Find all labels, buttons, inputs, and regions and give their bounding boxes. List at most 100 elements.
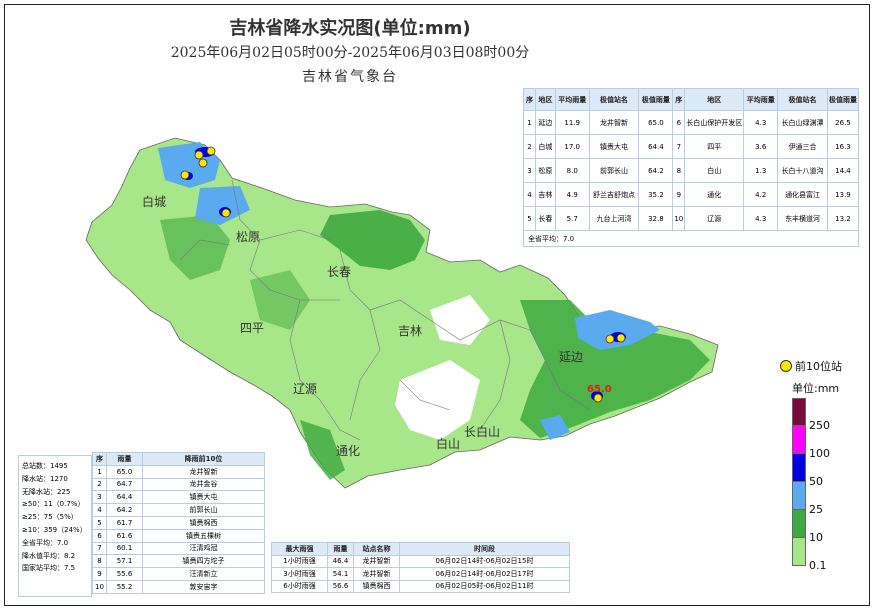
top10-station-marker	[616, 333, 626, 343]
table-row: 2 白城 17.0 镇赉大屯 64.4 7 四平 3.6 伊通三合 16.3	[523, 134, 860, 159]
legend-level-label: 250	[809, 419, 830, 432]
table-header-row: 序 雨量 降雨前10位	[92, 452, 265, 466]
table-cell: 长白山保护开发区	[684, 110, 745, 135]
table-cell: 57.1	[106, 554, 143, 569]
top10-dot-icon	[780, 360, 792, 372]
table-cell: 3.6	[743, 134, 779, 159]
legend-top10: 前10位站	[780, 358, 842, 374]
table-cell: 54.1	[327, 567, 354, 581]
table-cell: 九台上河湾	[588, 206, 640, 231]
city-label-jilin: 吉林	[398, 324, 422, 338]
col-header: 雨量	[106, 452, 143, 466]
time-period: 2025年06月02日05时00分-2025年06月03日08时00分	[170, 45, 530, 61]
table-cell: 10	[92, 579, 107, 594]
table-cell: 64.2	[638, 158, 674, 183]
stat-line: ≥10：359（24%）	[22, 525, 87, 534]
table-cell: 镇赉四方坨子	[142, 554, 265, 569]
table-cell: 延边	[534, 110, 556, 135]
table-row: 6小时雨强 56.6 镇赉棉西 06月02日05时-06月02日11时	[271, 579, 570, 593]
table-cell: 3	[523, 158, 536, 183]
table-cell: 10	[672, 206, 686, 231]
station-stats-box: 总站数：1495 降水站：1270 无降水站：225 ≥50：11（0.7%） …	[18, 455, 92, 597]
col-header: 序	[523, 88, 536, 111]
table-cell: 17.0	[554, 134, 590, 159]
city-label-songyuan: 松原	[236, 230, 260, 244]
city-label-yanbian: 延边	[559, 350, 583, 364]
no-rain-area-b	[395, 360, 480, 440]
table-cell: 65.0	[638, 110, 674, 135]
table-cell: 35.2	[638, 182, 674, 207]
legend-level-label: 25	[809, 503, 823, 516]
table-row: 3 松原 8.0 前郭长山 64.2 8 白山 1.3 长白十八道沟 14.4	[523, 158, 860, 183]
table-cell: 5	[523, 206, 536, 231]
table-cell: 06月02日05时-06月02日11时	[399, 579, 570, 593]
table-cell: 4.2	[743, 182, 779, 207]
legend-level-label: 10	[809, 531, 823, 544]
table-cell: 16.3	[826, 134, 860, 159]
table-cell: 32.8	[638, 206, 674, 231]
table-cell: 9	[672, 182, 686, 207]
table-row: 4 64.2 前郭长山	[92, 503, 265, 517]
table-row: 5 长春 5.7 九台上河湾 32.8 10 辽源 4.3 东丰横道河 13.2	[523, 206, 860, 231]
city-label-siping: 四平	[240, 321, 264, 335]
table-cell: 四平	[684, 134, 745, 159]
table-cell: 13.9	[826, 182, 860, 207]
legend-swatch	[792, 538, 806, 566]
table-cell: 镇赉棉西	[353, 579, 400, 593]
table-cell: 舒兰吉舒炮点	[588, 182, 640, 207]
table-cell: 56.6	[327, 579, 354, 593]
col-header: 站点名称	[353, 542, 400, 556]
table-row: 9 55.6 汪清新立	[92, 567, 265, 581]
map-title: 吉林省降水实况图(单位:mm)	[229, 18, 471, 39]
table-cell: 长春	[534, 206, 556, 231]
table-cell: 55.6	[106, 567, 143, 581]
table-row: 3小时雨强 54.1 龙井智新 06月02日14时-06月02日17时	[271, 567, 570, 581]
table-cell: 吉林	[534, 182, 556, 207]
table-cell: 长白山绿渊潭	[777, 110, 828, 135]
top10-table: 序 雨量 降雨前10位 1 65.0 龙井智新 2 64.7 龙井金谷 3 64.4 镇赉大屯 4…	[92, 452, 265, 594]
table-row: 4 吉林 4.9 舒兰吉舒炮点 35.2 9 通化 4.2 通化县富江 13.9	[523, 182, 860, 207]
table-row: 1 延边 11.9 龙井智新 65.0 6 长白山保护开发区 4.3 长白山绿渊潭 26.5	[523, 110, 860, 135]
table-cell: 4	[523, 182, 536, 207]
col-header: 平均雨量	[743, 88, 779, 111]
table-cell: 辽源	[684, 206, 745, 231]
table-cell: 4.3	[743, 110, 779, 135]
table-cell: 6小时雨强	[271, 579, 328, 593]
legend-top10-label: 前10位站	[795, 360, 842, 373]
table-header-row: 序 地区 平均雨量 极值站名 极值雨量 序 地区 平均雨量 极值站名 极值雨量	[523, 88, 860, 111]
table-cell: 06月02日14时-06月02日15时	[399, 554, 570, 568]
rain-area-25-50-d	[540, 415, 570, 440]
table-cell: 2	[523, 134, 536, 159]
legend-swatch	[792, 398, 806, 426]
city-label-baishan: 白山	[436, 436, 460, 451]
max-value-label: 65.0	[587, 384, 612, 395]
table-cell: 镇赉大屯	[588, 134, 640, 159]
top10-station-marker	[605, 334, 615, 344]
table-cell: 5.7	[554, 206, 590, 231]
table-cell: 松原	[534, 158, 556, 183]
table-cell: 东丰横道河	[777, 206, 828, 231]
legend-level-label: 50	[809, 475, 823, 488]
table-cell: 敦安宙字	[142, 579, 265, 594]
table-cell: 通化县富江	[777, 182, 828, 207]
table-cell: 龙井智新	[142, 464, 265, 479]
table-header-row: 最大雨强 雨量 站点名称 时间段	[271, 542, 570, 556]
agency-name: 吉林省气象台	[302, 69, 398, 85]
top10-station-markers	[180, 146, 626, 403]
table-cell: 白山	[684, 158, 745, 183]
rain-area-10-25-c	[160, 215, 230, 280]
city-label-changbaishan: 长白山	[464, 424, 500, 439]
rain-area-10-25-a	[320, 210, 425, 270]
table-cell: 11.9	[554, 110, 590, 135]
table-cell: 镇赉大屯	[142, 490, 265, 505]
legend-swatch	[792, 482, 806, 510]
table-cell: 61.6	[106, 528, 143, 543]
table-cell: 64.4	[638, 134, 674, 159]
table-row: 10 55.2 敦安宙字	[92, 579, 265, 594]
table-cell: 伊通三合	[777, 134, 828, 159]
table-cell: 65.0	[106, 464, 143, 479]
col-header: 序	[672, 88, 686, 111]
legend-level-label: 0.1	[809, 559, 827, 572]
rain-area-25-50-c	[575, 310, 660, 350]
table-row: 6 61.6 镇赉五棵树	[92, 528, 265, 543]
